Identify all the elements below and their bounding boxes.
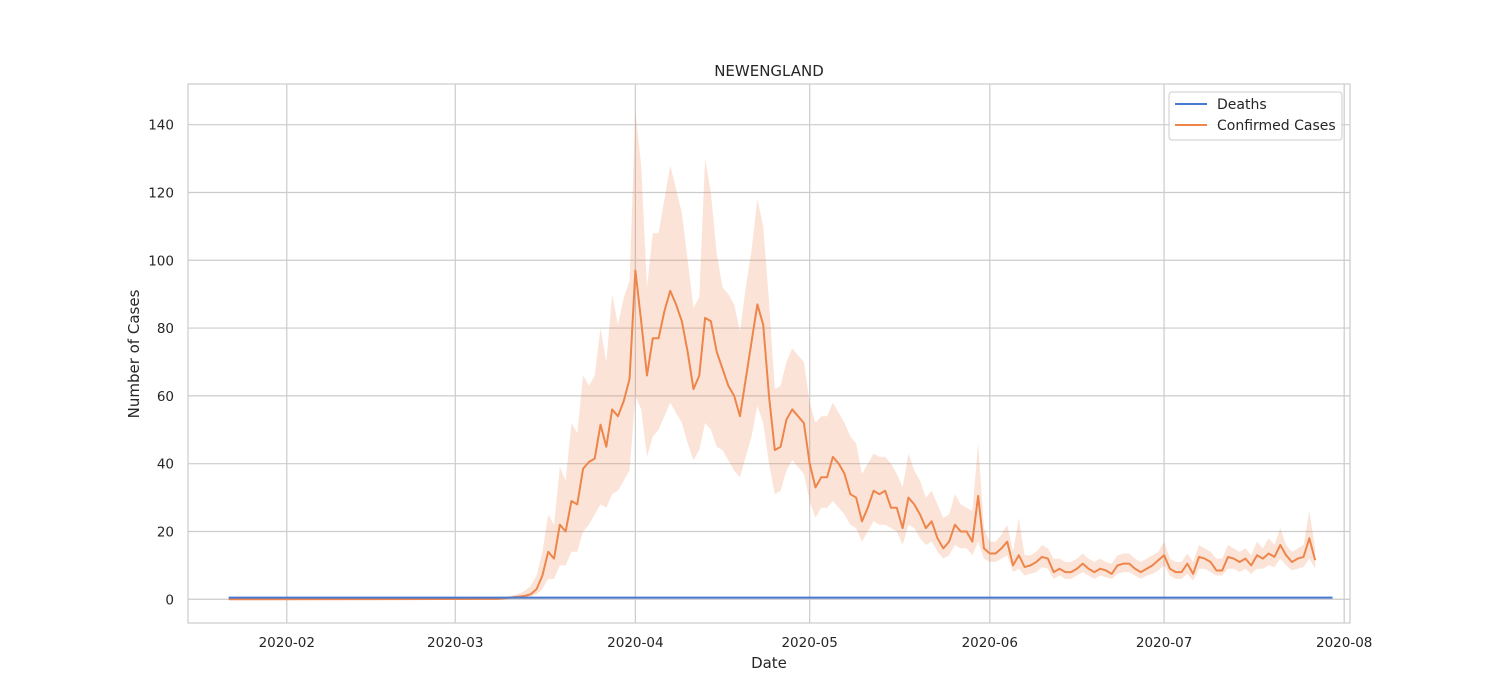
x-tick-labels: 2020-02 2020-03 2020-04 2020-05 2020-06 2020-…	[259, 635, 1373, 651]
legend: Deaths Confirmed Cases	[1168, 91, 1343, 141]
x-tick-label: 2020-03	[427, 635, 483, 651]
series-lines	[228, 269, 1333, 601]
y-tick-labels: 0 20 40 60 80 100 120 140	[148, 118, 174, 609]
y-tick-label: 120	[148, 185, 174, 201]
y-axis-label: Number of Cases	[125, 289, 143, 418]
y-tick-label: 0	[165, 592, 174, 608]
y-tick-label: 60	[157, 389, 174, 405]
plot-area	[188, 84, 1350, 623]
x-tick-label: 2020-04	[607, 635, 663, 651]
legend-box	[1168, 91, 1343, 141]
y-tick-label: 40	[157, 457, 174, 473]
plot-frame	[187, 83, 1351, 624]
confirmed-cases-line	[228, 269, 1317, 601]
x-axis-label: Date	[751, 654, 787, 672]
legend-label-deaths: Deaths	[1217, 97, 1267, 113]
legend-label-confirmed: Confirmed Cases	[1217, 118, 1336, 134]
confidence-band	[495, 111, 1316, 600]
x-tick-label: 2020-08	[1316, 635, 1372, 651]
y-tick-label: 100	[148, 253, 174, 269]
x-tick-label: 2020-07	[1136, 635, 1192, 651]
x-tick-label: 2020-05	[781, 635, 837, 651]
confirmed-cases-band	[495, 111, 1316, 600]
y-tick-label: 140	[148, 118, 174, 134]
x-tick-label: 2020-02	[259, 635, 315, 651]
y-tick-label: 20	[157, 524, 174, 540]
chart-title: NEWENGLAND	[714, 62, 824, 80]
x-tick-label: 2020-06	[962, 635, 1018, 651]
y-tick-label: 80	[157, 321, 174, 337]
